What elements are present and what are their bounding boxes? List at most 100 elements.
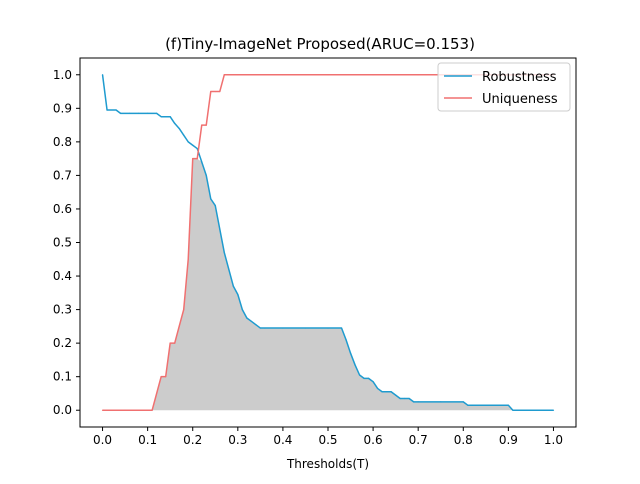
data-point-robustness [259, 327, 261, 329]
data-point-robustness [471, 404, 473, 406]
chart-title: (f)Tiny-ImageNet Proposed(ARUC=0.153) [165, 35, 475, 53]
data-point-robustness [363, 377, 365, 379]
legend-label-uniqueness: Uniqueness [482, 92, 558, 107]
data-point-uniqueness [165, 376, 167, 378]
data-point-robustness [282, 327, 284, 329]
data-point-robustness [467, 404, 469, 406]
data-point-robustness [169, 116, 171, 118]
data-point-robustness [552, 409, 555, 411]
y-tick-label: 0.2 [53, 336, 72, 350]
data-point-uniqueness [169, 342, 171, 344]
data-point-robustness [183, 134, 185, 136]
data-point-robustness [399, 397, 401, 400]
x-tick-label: 0.9 [499, 433, 518, 447]
y-axis-ticks: 0.0 0.1 0.2 0.3 0.4 0.5 0.6 0.7 0.8 0.9 1.0 [53, 68, 80, 417]
data-point-uniqueness [187, 258, 189, 260]
data-point-uniqueness [192, 158, 194, 160]
data-point-robustness [196, 147, 198, 150]
y-tick-label: 0.5 [53, 236, 72, 250]
data-point-robustness [223, 251, 225, 254]
data-point-uniqueness [327, 74, 329, 76]
data-point-robustness [232, 285, 234, 287]
data-point-robustness [404, 397, 406, 400]
data-point-robustness [178, 127, 180, 130]
data-point-robustness [246, 317, 248, 319]
data-point-uniqueness [201, 124, 203, 126]
data-point-robustness [512, 409, 514, 411]
x-tick-label: 1.0 [544, 433, 563, 447]
data-point-uniqueness [124, 409, 126, 411]
data-point-uniqueness [205, 124, 207, 126]
data-point-robustness [156, 112, 158, 114]
data-point-robustness [390, 391, 392, 393]
data-point-robustness [462, 401, 464, 403]
data-point-uniqueness [151, 409, 153, 411]
data-point-robustness [237, 293, 239, 296]
data-point-robustness [327, 327, 329, 329]
data-point-robustness [354, 364, 356, 366]
data-point-robustness [340, 327, 343, 329]
data-point-robustness [201, 161, 203, 163]
x-tick-label: 0.1 [138, 433, 157, 447]
y-tick-label: 0.7 [53, 168, 72, 182]
data-point-robustness [358, 374, 361, 376]
data-point-robustness [147, 112, 149, 114]
data-point-robustness [101, 74, 104, 76]
data-point-uniqueness [183, 308, 185, 311]
data-point-robustness [241, 308, 243, 311]
legend: Robustness Uniqueness [437, 62, 571, 112]
data-point-robustness [264, 327, 266, 329]
data-point-robustness [174, 122, 176, 125]
x-tick-label: 0.5 [318, 433, 337, 447]
data-point-robustness [250, 320, 252, 322]
legend-label-robustness: Robustness [482, 70, 557, 85]
overlap-area [102, 158, 554, 411]
y-tick-label: 0.1 [53, 370, 72, 384]
data-point-robustness [138, 112, 140, 114]
data-point-uniqueness [196, 158, 198, 160]
legend-box [437, 62, 571, 112]
data-point-robustness [205, 174, 207, 177]
data-point-uniqueness [219, 90, 221, 93]
fill-layer [102, 158, 554, 411]
y-tick-label: 0.3 [53, 303, 72, 317]
data-point-uniqueness [237, 74, 239, 76]
data-point-robustness [413, 401, 415, 403]
data-point-uniqueness [372, 74, 374, 76]
y-tick-label: 1.0 [53, 68, 72, 82]
x-axis-label: Thresholds(T) [286, 457, 369, 471]
y-tick-label: 0.0 [53, 403, 72, 417]
data-point-robustness [440, 401, 442, 403]
y-tick-label: 0.4 [53, 269, 72, 283]
data-point-robustness [349, 352, 352, 354]
data-point-robustness [115, 109, 117, 111]
x-tick-label: 0.7 [409, 433, 428, 447]
data-point-uniqueness [210, 90, 212, 93]
data-point-robustness [255, 324, 257, 326]
x-axis-ticks: 0.0 0.1 0.2 0.3 0.4 0.5 0.6 0.7 0.8 0.9 1.0 [93, 427, 563, 447]
data-point-robustness [219, 228, 221, 230]
x-tick-label: 0.2 [183, 433, 202, 447]
data-point-robustness [377, 387, 379, 390]
data-point-robustness [530, 409, 532, 411]
data-point-robustness [381, 391, 383, 393]
data-point-robustness [304, 327, 307, 329]
data-point-robustness [386, 391, 388, 393]
data-point-uniqueness [174, 342, 176, 344]
y-tick-label: 0.8 [53, 135, 72, 149]
data-point-uniqueness [417, 74, 419, 76]
data-point-robustness [228, 268, 230, 270]
data-point-uniqueness [223, 74, 225, 76]
data-point-robustness [160, 116, 162, 118]
data-point-robustness [345, 339, 347, 341]
data-point-uniqueness [101, 409, 104, 411]
data-point-robustness [129, 112, 131, 114]
x-tick-label: 0.3 [228, 433, 247, 447]
data-point-uniqueness [214, 90, 216, 93]
x-tick-label: 0.4 [273, 433, 292, 447]
data-point-robustness [214, 205, 216, 207]
data-point-robustness [119, 112, 122, 114]
data-point-robustness [210, 198, 212, 200]
